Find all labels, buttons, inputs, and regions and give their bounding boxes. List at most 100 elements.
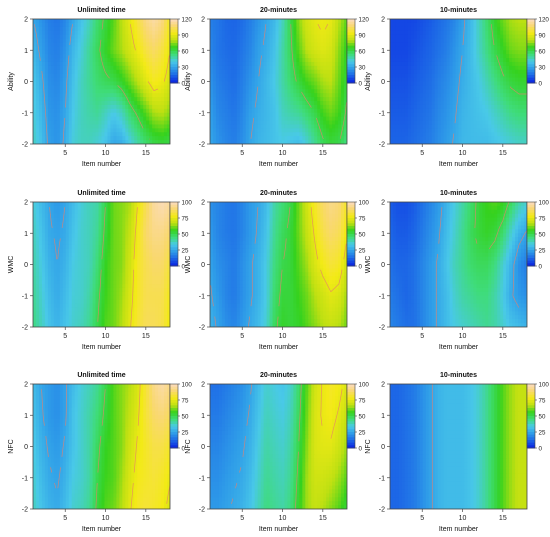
heatmap-cell: [470, 58, 474, 63]
heatmap-cell: [92, 136, 97, 141]
heatmap-cell: [53, 42, 58, 47]
heatmap-cell: [65, 97, 70, 102]
heatmap-cell: [245, 120, 250, 126]
heatmap-cell: [434, 65, 439, 71]
heatmap-cell: [140, 81, 144, 87]
colorbar-step: [170, 59, 178, 63]
heatmap-cell: [167, 46, 170, 51]
heatmap-cell: [311, 54, 315, 59]
heatmap-cell: [437, 50, 442, 55]
heatmap-cell: [233, 22, 238, 28]
colorbar-step: [527, 40, 535, 44]
heatmap-cell: [134, 116, 138, 122]
heatmap-cell: [263, 101, 268, 106]
heatmap-cell: [269, 85, 274, 90]
heatmap-cell: [254, 85, 259, 90]
heatmap-cell: [113, 77, 117, 83]
heatmap-cell: [506, 46, 510, 51]
heatmap-cell: [254, 128, 259, 133]
heatmap-cell: [155, 42, 159, 47]
heatmap-cell: [143, 34, 147, 40]
heatmap-cell: [80, 85, 85, 90]
heatmap-cell: [401, 89, 406, 94]
heatmap-cell: [215, 128, 220, 133]
heatmap-cell: [233, 69, 238, 75]
heatmap-cell: [92, 58, 97, 63]
heatmap-cell: [98, 101, 103, 106]
heatmap-cell: [134, 120, 138, 126]
heatmap-cell: [86, 65, 91, 71]
heatmap-cell: [83, 54, 88, 59]
heatmap-cell: [458, 58, 463, 63]
heatmap-cell: [62, 97, 67, 102]
heatmap-cell: [164, 58, 168, 63]
heatmap-cell: [137, 22, 141, 28]
heatmap-cell: [44, 108, 49, 114]
heatmap-cell: [44, 77, 49, 83]
heatmap-cell: [284, 81, 289, 87]
heatmap-cell: [338, 54, 342, 59]
heatmap-cell: [518, 85, 522, 90]
heatmap-cell: [215, 140, 220, 144]
heatmap-cell: [290, 140, 294, 144]
heatmap-cell: [47, 120, 52, 126]
heatmap-cell: [278, 19, 283, 24]
heatmap-cell: [440, 132, 445, 137]
colorbar-step: [347, 48, 355, 52]
heatmap-cell: [461, 19, 466, 24]
heatmap-cell: [392, 81, 397, 87]
heatmap-cell: [140, 65, 144, 71]
heatmap-cell: [227, 42, 232, 47]
heatmap-cell: [392, 101, 397, 106]
heatmap-cell: [59, 61, 64, 67]
heatmap-cell: [155, 104, 159, 110]
heatmap-cell: [425, 132, 430, 137]
heatmap-cell: [116, 136, 120, 141]
heatmap-cell: [521, 136, 525, 141]
heatmap-cell: [56, 97, 61, 102]
heatmap-cell: [254, 42, 259, 47]
heatmap-cell: [50, 54, 55, 59]
heatmap-cell: [218, 61, 223, 67]
heatmap-cell: [437, 65, 442, 71]
heatmap-cell: [86, 34, 91, 40]
heatmap-cell: [50, 38, 55, 44]
heatmap-cell: [149, 61, 153, 67]
heatmap-cell: [41, 213, 46, 219]
heatmap-cell: [296, 128, 300, 133]
heatmap-cell: [86, 233, 91, 238]
heatmap-cell: [323, 19, 327, 24]
heatmap-cell: [92, 124, 97, 129]
heatmap-cell: [482, 22, 486, 28]
heatmap-cell: [335, 61, 339, 67]
heatmap-cell: [407, 46, 412, 51]
heatmap-cell: [317, 19, 321, 24]
heatmap-cell: [512, 69, 516, 75]
heatmap-cell: [308, 112, 312, 118]
heatmap-cell: [167, 132, 170, 137]
heatmap-cell: [281, 26, 286, 32]
heatmap-cell: [149, 58, 153, 63]
heatmap-cell: [287, 136, 292, 141]
heatmap-cell: [395, 112, 400, 118]
heatmap-cell: [44, 54, 49, 59]
heatmap-cell: [251, 85, 256, 90]
heatmap-cell: [311, 61, 315, 67]
heatmap-cell: [113, 89, 117, 94]
heatmap-cell: [215, 112, 220, 118]
heatmap-cell: [125, 108, 129, 114]
heatmap-cell: [326, 22, 330, 28]
heatmap-cell: [260, 34, 265, 40]
heatmap-cell: [299, 116, 303, 122]
heatmap-cell: [443, 101, 448, 106]
heatmap-cell: [125, 19, 129, 24]
heatmap-cell: [476, 50, 480, 55]
heatmap-cell: [437, 61, 442, 67]
heatmap-cell: [89, 42, 94, 47]
heatmap-cell: [269, 89, 274, 94]
heatmap-cell: [266, 26, 271, 32]
heatmap-cell: [470, 77, 474, 83]
heatmap-cell: [263, 61, 268, 67]
heatmap-cell: [161, 209, 165, 215]
heatmap-cell: [485, 104, 489, 110]
